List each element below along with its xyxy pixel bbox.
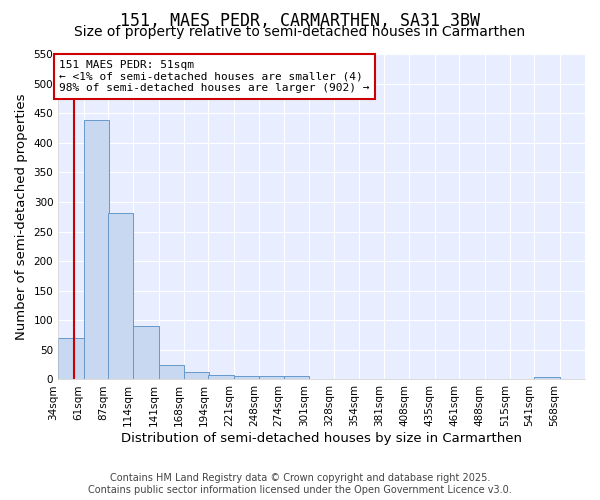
Bar: [234, 376, 259, 380]
Bar: [184, 372, 209, 380]
Text: Contains HM Land Registry data © Crown copyright and database right 2025.
Contai: Contains HM Land Registry data © Crown c…: [88, 474, 512, 495]
X-axis label: Distribution of semi-detached houses by size in Carmarthen: Distribution of semi-detached houses by …: [121, 432, 522, 445]
Y-axis label: Number of semi-detached properties: Number of semi-detached properties: [15, 94, 28, 340]
Bar: [133, 326, 158, 380]
Bar: [83, 120, 109, 380]
Bar: [284, 376, 309, 380]
Bar: [58, 338, 83, 380]
Text: 151, MAES PEDR, CARMARTHEN, SA31 3BW: 151, MAES PEDR, CARMARTHEN, SA31 3BW: [120, 12, 480, 30]
Bar: [208, 374, 234, 380]
Text: Size of property relative to semi-detached houses in Carmarthen: Size of property relative to semi-detach…: [74, 25, 526, 39]
Text: 151 MAES PEDR: 51sqm
← <1% of semi-detached houses are smaller (4)
98% of semi-d: 151 MAES PEDR: 51sqm ← <1% of semi-detac…: [59, 60, 370, 93]
Bar: [158, 364, 184, 380]
Bar: [108, 212, 133, 380]
Bar: [259, 376, 284, 380]
Bar: [534, 377, 560, 380]
